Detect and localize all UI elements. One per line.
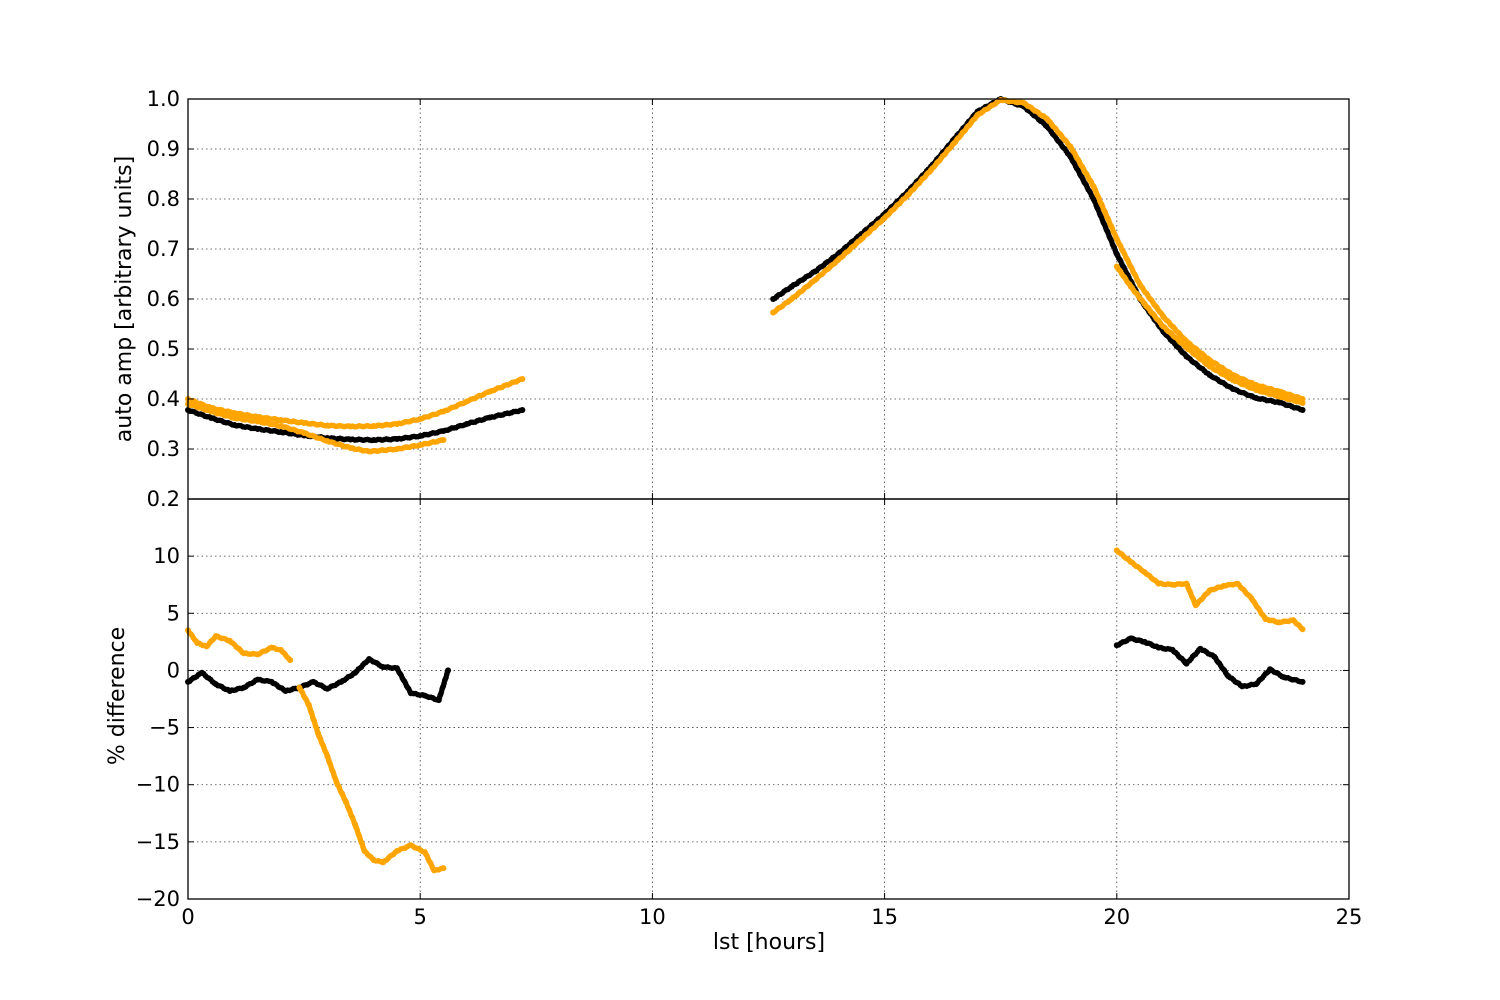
bottom-panel: 0 5 10 15 20 25 −20 −15 −10 −5 0 5 10 % difference l… [105,498,1363,955]
x-tick-label: 25 [1336,905,1363,929]
bottom-xlabel: lst [hours] [713,930,825,955]
y-tick-label: 5 [167,601,180,625]
bottom-axes-frame [187,498,1350,900]
bottom-ticks: 0 5 10 15 20 25 −20 −15 −10 −5 0 5 10 [136,499,1363,929]
y-tick-label: 1.0 [147,87,180,111]
bottom-grid [188,499,1349,899]
series-orange-segment-1b [185,401,447,455]
series-black-diff-2 [1113,635,1306,690]
bottom-marks [185,547,1306,874]
y-tick-label: 0.6 [147,287,180,311]
x-tick-label: 10 [639,905,666,929]
bottom-ylabel: % difference [105,627,130,765]
x-tick-label: 15 [871,905,898,929]
y-tick-label: −10 [136,773,180,797]
data-point [440,437,447,443]
top-ylabel: auto amp [arbitrary units] [112,156,137,442]
data-point [1299,626,1306,633]
series-orange-segment-1 [185,376,526,430]
y-tick-label: 0.2 [147,487,180,511]
top-grid [188,99,1349,499]
data-point [287,657,294,664]
series-orange-diff-1 [185,627,294,664]
series-orange-diff-2 [296,684,447,874]
x-tick-label: 5 [414,905,427,929]
top-marks [185,96,1306,455]
y-tick-label: 10 [153,544,180,568]
data-point [1299,407,1306,413]
data-point [445,667,452,674]
data-point [519,376,526,382]
y-tick-label: −15 [136,830,180,854]
y-tick-label: −20 [136,887,180,911]
data-point [1299,678,1306,685]
y-tick-label: 0.8 [147,187,180,211]
data-point [440,865,447,872]
top-panel: 0.2 0.3 0.4 0.5 0.6 0.7 0.8 0.9 1.0 auto amp [ar… [112,87,1350,511]
series-orange-segment-3 [1113,263,1306,406]
x-tick-label: 0 [181,905,194,929]
y-tick-label: 0.3 [147,437,180,461]
y-tick-label: 0 [167,658,180,682]
top-ticks: 0.2 0.3 0.4 0.5 0.6 0.7 0.8 0.9 1.0 [147,87,1350,511]
series-orange-diff-3 [1113,547,1306,633]
y-tick-label: 0.4 [147,387,180,411]
data-point [519,407,526,413]
y-tick-label: 0.7 [147,237,180,261]
x-tick-label: 20 [1103,905,1130,929]
y-tick-label: 0.9 [147,137,180,161]
series-black-diff-1 [185,656,452,704]
y-tick-label: −5 [149,716,180,740]
data-point [1299,400,1306,406]
y-tick-label: 0.5 [147,337,180,361]
